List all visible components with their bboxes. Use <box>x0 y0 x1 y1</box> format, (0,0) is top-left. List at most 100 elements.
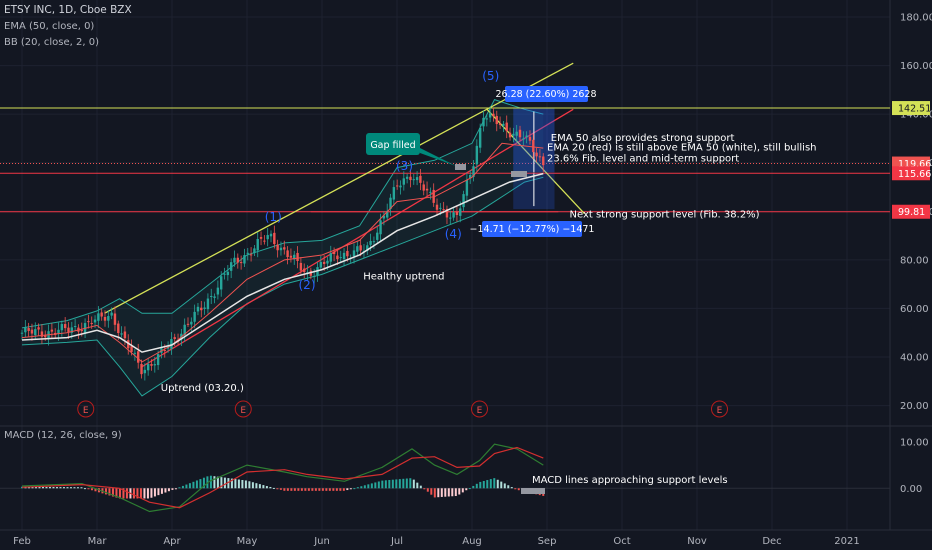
macd-histogram-bar <box>454 488 457 497</box>
candle-body <box>130 346 133 352</box>
candle-body <box>123 331 127 339</box>
macd-histogram-bar <box>255 483 258 489</box>
macd-histogram-bar <box>118 488 121 499</box>
candle-body <box>226 271 230 276</box>
candle-body <box>485 118 489 120</box>
candle-body <box>190 321 193 325</box>
macd-histogram-bar <box>391 479 394 489</box>
wave-label: (2) <box>299 278 316 292</box>
candle-body <box>488 113 492 118</box>
candle-body <box>498 123 502 125</box>
macd-histogram-bar <box>451 488 454 497</box>
time-tick-label: Oct <box>613 536 630 547</box>
macd-histogram-bar <box>167 488 170 492</box>
candle-body <box>103 316 107 321</box>
candle-body <box>236 257 240 263</box>
candle-body <box>213 296 216 298</box>
candle-body <box>206 298 210 310</box>
macd-histogram-bar <box>290 488 293 491</box>
candle-body <box>153 364 157 366</box>
macd-annotation: MACD lines approaching support levels <box>532 475 728 486</box>
candle-body <box>339 257 342 259</box>
macd-histogram-bar <box>475 483 478 489</box>
macd-histogram-bar <box>213 476 216 489</box>
candle-body <box>389 197 392 210</box>
candle-body <box>312 276 316 278</box>
macd-histogram-bar <box>269 486 272 489</box>
candle-body <box>216 287 220 295</box>
candle-body <box>296 252 299 261</box>
time-tick-label: May <box>237 536 258 547</box>
candle-body <box>319 261 323 268</box>
candle-body <box>243 255 246 264</box>
candle-body <box>150 364 153 366</box>
earnings-marker-text: E <box>717 406 723 416</box>
candle-body <box>472 166 475 177</box>
macd-histogram-bar <box>21 486 23 489</box>
bb-legend: BB (20, close, 2, 0) <box>4 37 99 48</box>
candle-body <box>495 115 498 125</box>
candle-body <box>137 351 140 363</box>
macd-tick-label: 0.00 <box>900 484 922 495</box>
macd-histogram-bar <box>132 488 135 499</box>
candle-body <box>100 312 103 317</box>
macd-histogram-bar <box>430 488 433 495</box>
candle-body <box>70 327 74 333</box>
macd-histogram-bar <box>482 480 485 489</box>
macd-histogram-bar <box>300 488 303 491</box>
macd-histogram-bar <box>377 481 380 489</box>
macd-histogram-bar <box>220 477 223 489</box>
candle-body <box>146 364 150 371</box>
time-tick-label: Aug <box>462 536 482 547</box>
macd-histogram-bar <box>108 488 111 496</box>
candle-body <box>538 156 542 158</box>
earnings-marker <box>471 400 488 418</box>
earnings-marker-text: E <box>477 406 483 416</box>
macd-histogram-bar <box>276 488 279 490</box>
macd-histogram-bar <box>87 488 90 490</box>
level-tag-label: 99.81 <box>898 207 925 218</box>
macd-histogram-bar <box>479 481 482 489</box>
candle-body <box>425 188 429 191</box>
candle-body <box>266 235 269 240</box>
macd-histogram-bar <box>188 483 191 489</box>
candle-body <box>522 138 525 140</box>
candle-body <box>352 250 356 257</box>
candle-body <box>223 273 226 275</box>
price-tick-label: 40.00 <box>900 353 929 364</box>
candle-body <box>210 295 213 297</box>
price-tick-label: 60.00 <box>900 304 929 315</box>
annotation-text: Uptrend (03.20.) <box>161 383 244 394</box>
macd-histogram-bar <box>164 488 167 493</box>
candle-body <box>512 133 515 136</box>
macd-histogram-bar <box>230 478 233 489</box>
macd-histogram-bar <box>248 481 251 489</box>
price-tick-label: 180.00 <box>900 13 932 24</box>
candle-body <box>322 261 326 264</box>
candle-body <box>402 178 406 185</box>
level-tag <box>892 166 930 181</box>
candle-body <box>442 209 445 211</box>
candle-body <box>113 313 117 325</box>
candle-body <box>478 127 482 148</box>
macd-histogram-bar <box>122 488 125 499</box>
macd-histogram-bar <box>416 482 419 489</box>
moving-averages <box>21 142 544 363</box>
candle-body <box>203 307 206 309</box>
candle-body <box>30 329 34 334</box>
candle-body <box>183 324 186 336</box>
macd-histogram-bar <box>157 488 160 496</box>
macd-histogram-bar <box>447 488 450 497</box>
macd-histogram-bar <box>90 488 93 491</box>
macd-histogram-bar <box>153 488 156 497</box>
macd-histogram-bar <box>367 484 370 489</box>
macd-histogram-bar <box>66 487 69 489</box>
signal-line <box>21 446 544 509</box>
macd-histogram-bar <box>286 488 289 491</box>
time-tick-label: Apr <box>163 536 181 547</box>
candle-body <box>57 329 60 335</box>
macd-histogram-bar <box>73 487 76 489</box>
candle-body <box>422 184 425 191</box>
